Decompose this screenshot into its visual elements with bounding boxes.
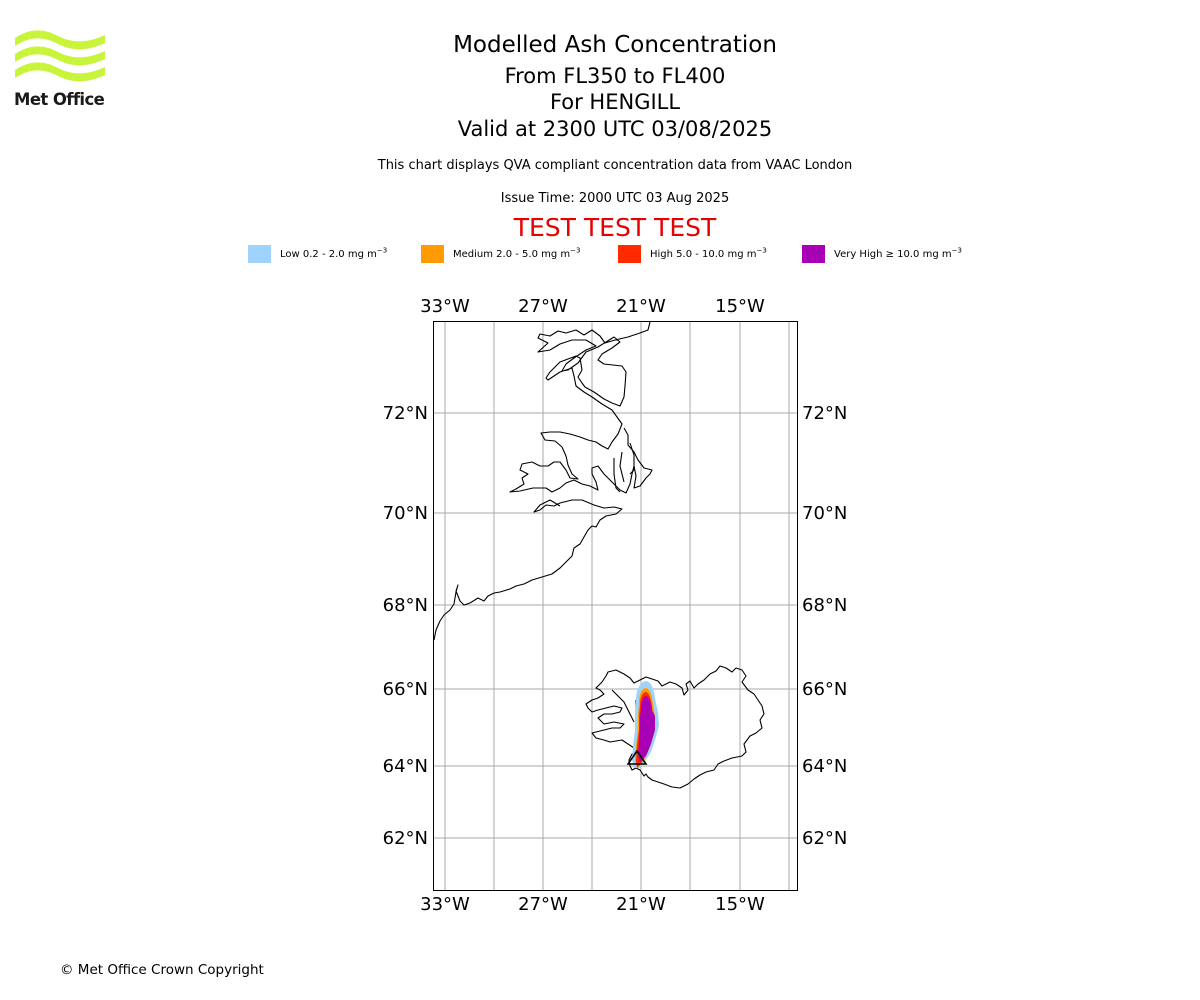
legend-item-medium: Medium 2.0 - 5.0 mg m−3 [421,244,580,264]
lat-label-right: 70°N [802,503,847,524]
lat-label-right: 66°N [802,679,847,700]
legend-item-high: High 5.0 - 10.0 mg m−3 [618,244,767,264]
flight-level-range: From FL350 to FL400 [504,64,726,88]
lon-label-top: 21°W [616,296,666,317]
issue-time: Issue Time: 2000 UTC 03 Aug 2025 [500,191,730,206]
iceland-coastline [585,665,765,789]
map-gridlines [434,322,797,890]
lon-label-bottom: 33°W [420,894,470,915]
ash-plume [632,681,659,768]
legend-item-very-high: Very High ≥ 10.0 mg m−3 [802,244,962,264]
legend-item-low: Low 0.2 - 2.0 mg m−3 [248,244,387,264]
volcano-marker-icon [626,749,648,765]
legend-label-low: Low 0.2 - 2.0 mg m−3 [280,246,388,260]
copyright-notice: © Met Office Crown Copyright [60,962,264,978]
met-office-logo: Met Office [14,30,106,112]
lat-label-right: 64°N [802,756,847,777]
lon-label-bottom: 21°W [616,894,666,915]
legend-swatch-high [618,245,641,263]
lat-label-right: 72°N [802,403,847,424]
chart-description: This chart displays QVA compliant concen… [377,158,853,173]
lat-label-left: 72°N [383,403,428,424]
legend-label-high: High 5.0 - 10.0 mg m−3 [650,246,767,260]
lat-label-left: 62°N [383,828,428,849]
lat-label-right: 68°N [802,595,847,616]
lon-label-bottom: 15°W [715,894,765,915]
volcano-name: For HENGILL [549,90,681,114]
lon-label-bottom: 27°W [518,894,568,915]
legend-swatch-medium [421,245,444,263]
lat-label-left: 70°N [383,503,428,524]
met-office-logo-text: Met Office [14,90,105,109]
lon-label-top: 33°W [420,296,470,317]
test-banner: TEST TEST TEST [513,213,717,242]
valid-time: Valid at 2300 UTC 03/08/2025 [457,117,773,141]
greenland-coastline [433,321,653,641]
lat-label-right: 62°N [802,828,847,849]
met-office-waves-icon [15,30,105,82]
lat-label-left: 66°N [383,679,428,700]
ash-zone-very-high [638,696,655,762]
legend-label-very-high: Very High ≥ 10.0 mg m−3 [834,246,962,260]
lat-label-left: 64°N [383,756,428,777]
legend-label-medium: Medium 2.0 - 5.0 mg m−3 [453,246,581,260]
legend-swatch-very-high [802,245,825,263]
chart-title: Modelled Ash Concentration [453,32,777,58]
legend-swatch-low [248,245,271,263]
lon-label-top: 15°W [715,296,765,317]
lon-label-top: 27°W [518,296,568,317]
lat-label-left: 68°N [383,595,428,616]
map-frame [433,321,798,891]
